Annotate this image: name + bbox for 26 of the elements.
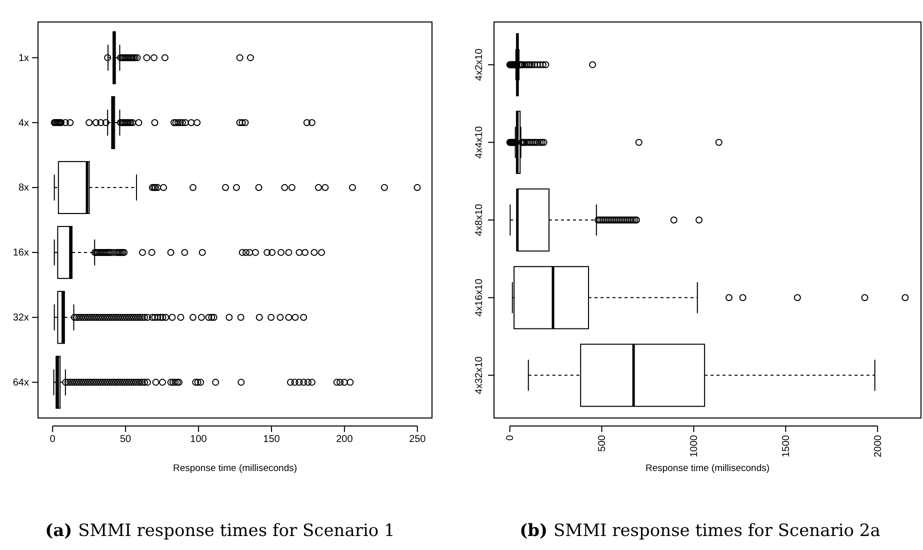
y-tick-label: 1x — [18, 52, 29, 64]
x-tick-label: 150 — [263, 434, 280, 446]
x-axis-title: Response time (milliseconds) — [172, 463, 298, 474]
x-tick-label: 200 — [336, 434, 354, 446]
x-tick-label: 0 — [505, 434, 516, 441]
text: (a) SMMI response times for Scenario 1 — [45, 521, 395, 541]
x-tick-label: 100 — [190, 434, 208, 446]
x-tick-label: 500 — [596, 434, 608, 452]
x-tick-label: 1000 — [688, 434, 700, 458]
y-tick-label: 8x — [18, 182, 29, 194]
x-tick-label: 0 — [50, 434, 56, 446]
y-tick-label: 4x16x10 — [474, 278, 485, 317]
y-tick-label: 4x32x10 — [474, 356, 485, 394]
y-tick-label: 64x — [12, 377, 29, 388]
text: (b) SMMI response times for Scenario 2a — [520, 521, 880, 541]
y-tick-label: 4x — [18, 118, 29, 129]
y-tick-label: 4x2x10 — [474, 48, 485, 81]
y-tick-label: 4x4x10 — [474, 126, 485, 158]
y-tick-label: 4x8x10 — [474, 203, 485, 236]
y-tick-label: 32x — [12, 312, 29, 324]
x-axis-title: Response time (milliseconds) — [645, 463, 770, 474]
x-tick-label: 50 — [120, 434, 132, 446]
x-tick-label: 1500 — [780, 434, 792, 458]
y-tick-label: 16x — [12, 248, 29, 259]
x-tick-label: 250 — [409, 434, 426, 446]
x-tick-label: 2000 — [872, 434, 884, 458]
